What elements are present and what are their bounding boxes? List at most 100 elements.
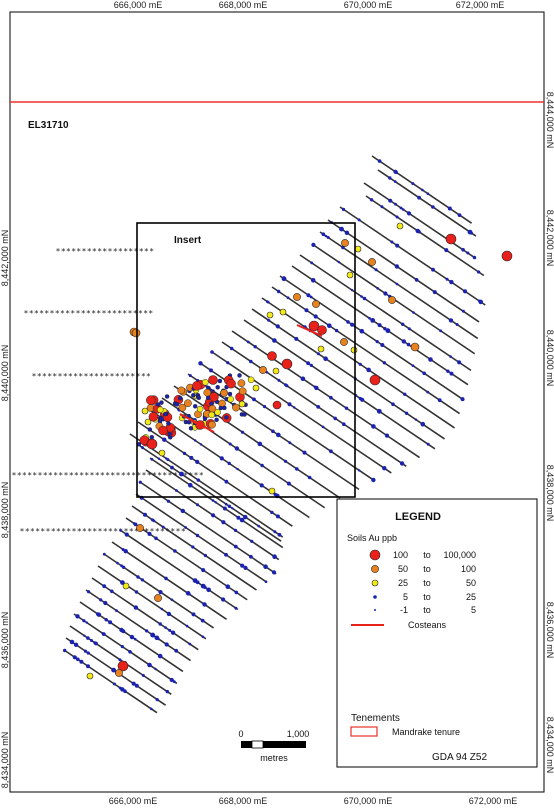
sample-point xyxy=(224,552,228,557)
sample-point xyxy=(191,612,196,617)
star-marker: * xyxy=(126,471,130,480)
sample-point xyxy=(407,327,411,331)
sample-point xyxy=(346,271,354,279)
sample-point xyxy=(334,328,339,333)
sample-point xyxy=(132,522,136,525)
sample-point xyxy=(288,441,292,445)
legend-class-2-to: to xyxy=(423,564,431,574)
sample-point xyxy=(395,282,399,286)
sample-point xyxy=(150,457,154,461)
sample-point xyxy=(147,531,152,537)
star-marker: * xyxy=(77,247,81,256)
sample-point xyxy=(102,552,106,556)
sample-point xyxy=(306,293,311,298)
sample-point xyxy=(388,198,393,203)
sample-point xyxy=(157,653,163,659)
sample-point xyxy=(95,612,100,616)
sample-point xyxy=(411,364,415,368)
star-marker: * xyxy=(163,471,167,480)
sample-point xyxy=(401,322,405,326)
sample-point xyxy=(206,587,211,593)
sample-point xyxy=(69,639,75,645)
legend-symbol-large-red xyxy=(369,549,381,561)
sample-point xyxy=(202,602,207,607)
sample-point xyxy=(143,512,147,517)
sample-point xyxy=(236,467,239,471)
sample-point xyxy=(395,243,400,248)
star-marker: * xyxy=(111,471,115,480)
sample-point xyxy=(138,480,142,484)
sample-point xyxy=(154,667,157,671)
star-marker: * xyxy=(66,247,70,256)
sample-point xyxy=(428,357,433,362)
sample-point xyxy=(311,242,316,247)
legend-class-3-from: 25 xyxy=(398,578,408,588)
sample-point xyxy=(200,618,205,623)
sample-point xyxy=(446,369,450,373)
sample-point xyxy=(393,169,398,174)
star-marker: * xyxy=(105,372,109,381)
sample-point xyxy=(277,532,282,537)
sample-point xyxy=(357,218,361,222)
sample-point xyxy=(168,628,172,632)
sample-point xyxy=(399,461,405,466)
legend-class-1-upper: 100,000 xyxy=(443,550,476,560)
y-tick-left-3: 8,438,000 mN xyxy=(0,482,10,539)
sample-point xyxy=(210,350,214,354)
sample-point xyxy=(156,637,160,641)
sample-point xyxy=(417,195,421,200)
sample-point xyxy=(421,188,424,192)
sample-point xyxy=(184,526,188,529)
sample-point xyxy=(414,418,418,421)
sample-point xyxy=(394,180,397,183)
sample-point xyxy=(195,533,200,538)
star-marker: * xyxy=(144,247,148,256)
sample-point xyxy=(395,215,399,219)
sample-point xyxy=(121,565,126,569)
star-marker: * xyxy=(54,471,58,480)
sample-point xyxy=(383,291,388,296)
star-marker: * xyxy=(86,309,90,318)
sample-point xyxy=(271,570,277,575)
star-marker: * xyxy=(123,309,127,318)
sample-point xyxy=(426,442,430,446)
sample-point xyxy=(368,317,371,320)
sample-point xyxy=(417,230,421,234)
sample-point xyxy=(461,309,465,313)
sample-point xyxy=(115,609,118,612)
sample-point xyxy=(431,267,435,272)
star-marker: * xyxy=(41,527,45,536)
sample-point xyxy=(250,539,254,544)
star-marker: * xyxy=(194,471,198,480)
sample-point xyxy=(455,323,459,326)
sample-point xyxy=(203,388,212,397)
legend-title: LEGEND xyxy=(395,511,441,523)
sample-point xyxy=(152,519,156,523)
sample-point xyxy=(267,351,277,361)
sample-point xyxy=(462,289,468,294)
sample-point xyxy=(411,182,415,186)
sample-point xyxy=(257,441,263,447)
sample-point xyxy=(286,296,290,300)
star-marker: * xyxy=(72,527,76,536)
sample-point xyxy=(108,620,113,625)
sample-point xyxy=(110,589,114,594)
legend-tenure-symbol xyxy=(350,726,378,737)
star-marker: * xyxy=(69,471,73,480)
soil-line xyxy=(231,330,421,459)
star-marker: * xyxy=(168,471,172,480)
legend-class-1-from: 100 xyxy=(393,550,408,560)
sample-point xyxy=(376,408,382,414)
sample-point xyxy=(359,328,365,334)
sample-point xyxy=(238,400,246,408)
star-marker: * xyxy=(36,527,40,536)
scale-bar: 0 1,000 metres xyxy=(238,729,309,763)
sample-point xyxy=(259,483,264,488)
star-marker: * xyxy=(93,527,97,536)
star-marker: * xyxy=(81,309,85,318)
sample-point xyxy=(238,387,247,396)
sample-point xyxy=(249,554,253,559)
star-marker: * xyxy=(110,372,114,381)
star-marker: * xyxy=(133,309,137,318)
costean-line xyxy=(189,419,206,429)
